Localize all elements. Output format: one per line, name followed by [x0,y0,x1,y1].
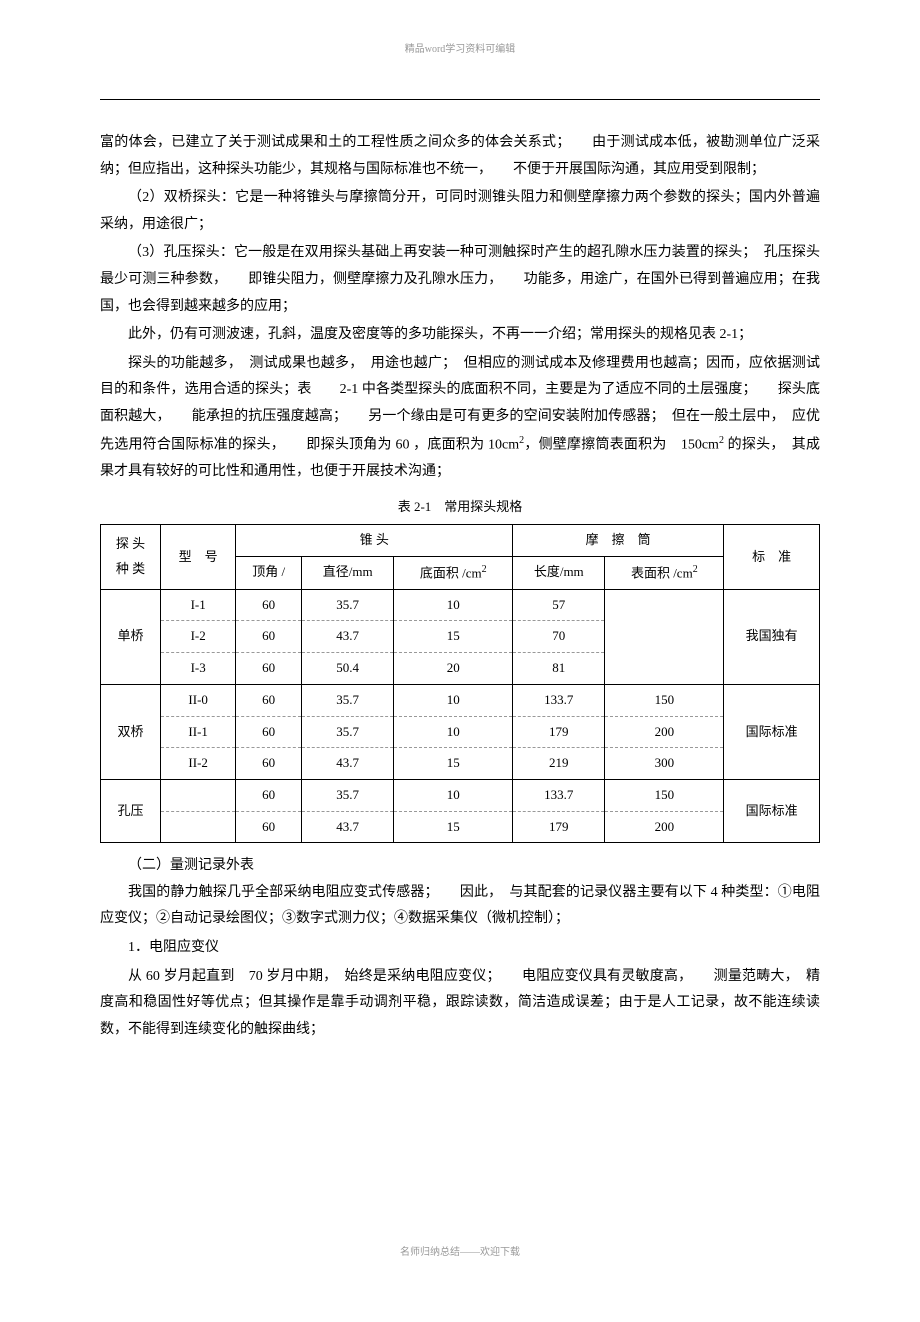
th-type: 探 头种 类 [101,525,161,590]
cell-model [161,779,236,842]
cell-diameter: 35.7 35.7 43.7 [302,684,394,779]
table-row-pore-pressure: 孔压 60 60 35.7 43.7 10 15 133.7 179 [101,779,820,842]
cell-type: 孔压 [101,779,161,842]
probe-spec-table: 探 头种 类 型 号 锥 头 摩 擦 筒 标 准 顶角 / 直径/mm 底面积 … [100,524,820,843]
cell-type: 双桥 [101,684,161,779]
table-row-double-bridge: 双桥 II-0 II-1 II-2 60 60 60 35.7 35.7 43.… [101,684,820,779]
th-cone-diameter: 直径/mm [302,556,394,589]
paragraph-4: 此外，仍有可测波速，孔斜，温度及密度等的多功能探头，不再一一介绍；常用探头的规格… [100,322,820,349]
cell-diameter: 35.7 43.7 50.4 [302,589,394,684]
cell-surface-area: 150 200 [605,779,724,842]
th-cone-area: 底面积 /cm2 [394,556,513,589]
cell-diameter: 35.7 43.7 [302,779,394,842]
paragraph-1: 富的体会，已建立了关于测试成果和土的工程性质之间众多的体会关系式； 由于测试成本… [100,130,820,183]
cell-angle: 60 60 60 [236,589,302,684]
page-footer-watermark: 名师归纳总结——欢迎下载 [100,1243,820,1262]
paragraph-5-part2: ，侧壁摩擦筒表面积为 150cm [524,437,719,452]
cell-surface-area [605,589,724,684]
cell-angle: 60 60 60 [236,684,302,779]
cell-length: 133.7 179 [513,779,605,842]
table-caption: 表 2-1 常用探头规格 [100,495,820,520]
cell-model: II-0 II-1 II-2 [161,684,236,779]
table-header-row-1: 探 头种 类 型 号 锥 头 摩 擦 筒 标 准 [101,525,820,557]
cell-type: 单桥 [101,589,161,684]
paragraph-3: （3）孔压探头：它一般是在双用探头基础上再安装一种可测触探时产生的超孔隙水压力装… [100,240,820,320]
cell-length: 133.7 179 219 [513,684,605,779]
paragraph-5: 探头的功能越多， 测试成果也越多， 用途也越广； 但相应的测试成本及修理费用也越… [100,351,820,486]
th-sleeve: 摩 擦 筒 [513,525,724,557]
th-cone-angle: 顶角 / [236,556,302,589]
cell-bottom-area: 10 15 [394,779,513,842]
header-divider [100,99,820,100]
cell-surface-area: 150 200 300 [605,684,724,779]
cell-length: 57 70 81 [513,589,605,684]
cell-bottom-area: 10 10 15 [394,684,513,779]
cell-standard: 国际标准 [724,779,820,842]
th-standard: 标 准 [724,525,820,590]
paragraph-9: 从 60 岁月起直到 70 岁月中期， 始终是采纳电阻应变仪； 电阻应变仪具有灵… [100,964,820,1044]
cell-model: I-1 I-2 I-3 [161,589,236,684]
cell-bottom-area: 10 15 20 [394,589,513,684]
table-row-single-bridge: 单桥 I-1 I-2 I-3 60 60 60 35.7 43.7 50.4 1… [101,589,820,684]
cell-standard: 我国独有 [724,589,820,684]
cell-standard: 国际标准 [724,684,820,779]
cell-angle: 60 60 [236,779,302,842]
th-sleeve-length: 长度/mm [513,556,605,589]
th-model: 型 号 [161,525,236,590]
page-header-watermark: 精品word学习资料可编辑 [100,40,820,59]
paragraph-8: 1．电阻应变仪 [100,935,820,962]
th-sleeve-area: 表面积 /cm2 [605,556,724,589]
th-cone: 锥 头 [236,525,513,557]
paragraph-2: （2）双桥探头：它是一种将锥头与摩擦筒分开，可同时测锥头阻力和侧壁摩擦力两个参数… [100,185,820,238]
paragraph-7: 我国的静力触探几乎全部采纳电阻应变式传感器； 因此， 与其配套的记录仪器主要有以… [100,880,820,933]
section-title-2: （二）量测记录外表 [100,853,820,880]
